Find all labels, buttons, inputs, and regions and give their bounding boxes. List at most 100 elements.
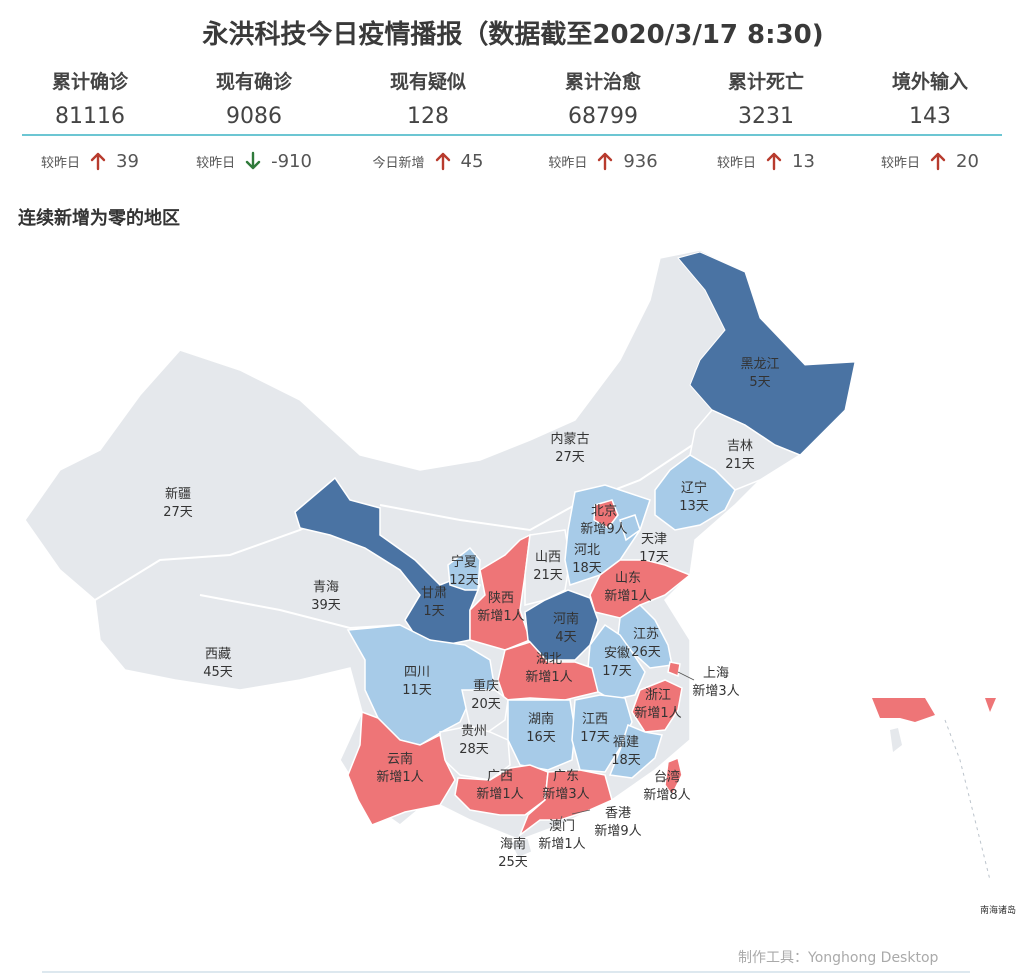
region-label: 河南 4天 — [553, 611, 579, 645]
region-guizhou[interactable] — [439, 725, 511, 781]
region-status: 13天 — [679, 499, 709, 514]
region-status: 新增8人 — [643, 787, 690, 803]
region-name: 台湾 — [654, 769, 680, 785]
region-label: 江西 17天 — [580, 712, 610, 745]
region-label: 湖南 16天 — [526, 711, 556, 745]
delta-current-confirmed: 较昨日 -910 — [174, 148, 334, 174]
region-name: 贵州 — [461, 724, 487, 739]
region-status: 新增1人 — [525, 669, 572, 685]
stat-label: 境外输入 — [891, 71, 968, 93]
region-name: 宁夏 — [451, 554, 477, 570]
region-status: 26天 — [631, 645, 661, 660]
stat-value: 9086 — [226, 104, 282, 129]
region-status: 新增1人 — [538, 836, 585, 852]
region-name: 江西 — [582, 712, 608, 727]
region-status: 新增1人 — [376, 769, 423, 785]
region-label: 内蒙古 27天 — [550, 431, 589, 465]
region-name: 黑龙江 — [740, 357, 779, 372]
region-name: 青海 — [313, 580, 339, 595]
region-label: 天津 17天 — [639, 532, 669, 565]
delta-label: 较昨日 — [196, 155, 236, 171]
region-label: 上海新增3人 — [692, 666, 739, 699]
region-label: 广东新增3人 — [542, 769, 589, 802]
region-ningxia[interactable] — [447, 546, 481, 591]
region-guangdong[interactable] — [518, 769, 613, 838]
region-name: 香港 — [605, 806, 631, 821]
region-liaoning[interactable] — [654, 454, 736, 531]
region-status: 新增9人 — [594, 823, 641, 839]
stat-label: 现有疑似 — [389, 71, 466, 93]
footer-divider — [42, 971, 970, 973]
region-shaanxi[interactable] — [469, 533, 531, 651]
region-label: 辽宁 13天 — [679, 480, 709, 514]
arrow-up-icon — [766, 151, 782, 171]
stat-label: 现有确诊 — [215, 71, 292, 93]
stat-label: 累计治愈 — [564, 71, 641, 93]
region-hainan[interactable] — [508, 837, 533, 859]
region-name: 山东 — [615, 571, 641, 586]
nanhai-inset-land — [872, 698, 935, 722]
stat-imported: 境外输入 143 — [850, 68, 1010, 131]
region-name: 四川 — [404, 665, 430, 680]
region-label: 贵州 28天 — [459, 724, 489, 757]
region-shanghai[interactable] — [667, 661, 681, 678]
region-label: 四川 11天 — [402, 665, 432, 698]
region-tianjin[interactable] — [619, 514, 641, 542]
region-name: 西藏 — [205, 647, 231, 662]
region-sichuan[interactable] — [346, 624, 496, 746]
region-taiwan[interactable] — [664, 756, 683, 797]
stat-value: 81116 — [55, 104, 125, 129]
stat-current-confirmed: 现有确诊 9086 — [174, 68, 334, 131]
region-name: 澳门 — [549, 818, 575, 834]
region-label: 陕西新增1人 — [477, 591, 524, 624]
region-label: 云南新增1人 — [376, 751, 423, 785]
region-jilin[interactable] — [689, 409, 802, 491]
region-status: 新增1人 — [476, 786, 523, 802]
region-label: 湖北新增1人 — [525, 652, 572, 685]
delta-value: 39 — [116, 150, 139, 172]
region-status: 新增1人 — [634, 705, 681, 721]
stat-value: 68799 — [568, 104, 638, 129]
region-name: 新疆 — [165, 486, 191, 502]
region-name: 湖北 — [536, 652, 562, 667]
leader-lines — [559, 671, 695, 823]
stats-divider — [22, 134, 1002, 136]
stat-value: 143 — [909, 104, 951, 129]
delta-label: 今日新增 — [372, 155, 425, 171]
region-name: 辽宁 — [681, 480, 707, 496]
region-hubei[interactable] — [497, 641, 599, 701]
region-fujian[interactable] — [608, 723, 663, 779]
credit: 制作工具：Yonghong Desktop — [738, 950, 939, 966]
region-status: 27天 — [163, 505, 193, 520]
region-zhejiang[interactable] — [631, 679, 683, 733]
region-name: 内蒙古 — [550, 431, 589, 447]
stat-total-confirmed: 累计确诊 81116 — [10, 68, 170, 131]
region-name: 江苏 — [633, 626, 659, 642]
region-label: 江苏 26天 — [631, 626, 661, 660]
region-label: 河北 18天 — [572, 543, 602, 576]
region-status: 21天 — [533, 568, 563, 583]
region-yunnan[interactable] — [347, 710, 456, 826]
region-label: 安徽 17天 — [602, 646, 632, 679]
region-status: 20天 — [471, 697, 501, 712]
region-label: 香港新增9人 — [594, 806, 641, 839]
region-name: 甘肃 — [421, 586, 447, 601]
region-beijing[interactable] — [593, 499, 619, 529]
delta-suspected: 今日新增 45 — [348, 148, 508, 174]
delta-deaths: 较昨日 13 — [686, 148, 846, 174]
region-label: 新疆 27天 — [163, 486, 193, 520]
region-label: 吉林 21天 — [725, 439, 755, 472]
region-status: 39天 — [311, 598, 341, 613]
region-label: 台湾新增8人 — [643, 769, 690, 803]
region-label: 宁夏 12天 — [449, 554, 479, 588]
region-label: 山西 21天 — [533, 550, 563, 583]
region-label: 海南 25天 — [498, 836, 528, 870]
region-hunan[interactable] — [507, 699, 576, 771]
delta-label: 较昨日 — [717, 155, 757, 171]
region-name: 广东 — [553, 769, 579, 784]
region-name: 山西 — [535, 550, 561, 565]
leader-line-taiwan — [661, 777, 669, 783]
tibet-qinghai-boundary — [199, 594, 401, 630]
region-status: 新增1人 — [477, 608, 524, 624]
region-status: 1天 — [423, 604, 444, 619]
